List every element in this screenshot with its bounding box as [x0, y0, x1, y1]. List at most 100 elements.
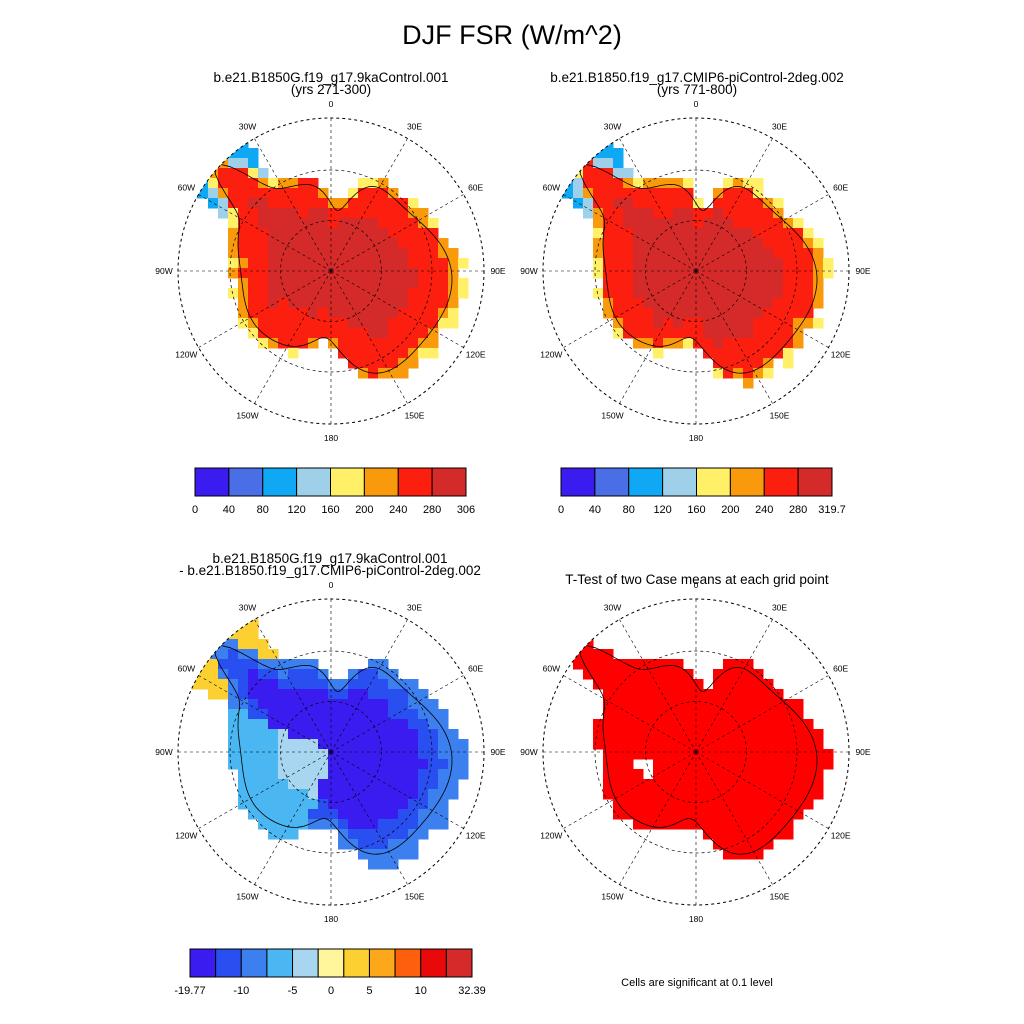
map-cell [733, 769, 744, 780]
map-cell [763, 679, 774, 690]
map-cell [258, 789, 269, 800]
map-cell [368, 238, 379, 249]
map-cell [693, 328, 704, 339]
map-cell [653, 799, 664, 810]
map-cell [703, 248, 714, 259]
map-cell [593, 158, 604, 169]
map-cell [408, 769, 419, 780]
map-cell [693, 729, 704, 740]
map-cell [823, 258, 834, 269]
map-cell [358, 208, 369, 219]
map-cell [733, 799, 744, 810]
map-cell [623, 709, 634, 720]
map-cell [813, 298, 824, 309]
map-cell [723, 308, 734, 319]
map-cell [308, 739, 319, 750]
map-cell [398, 248, 409, 259]
map-cell [713, 709, 724, 720]
map-cell [368, 659, 379, 670]
map-cell [663, 298, 674, 309]
map-cell [603, 298, 614, 309]
map-cell [693, 709, 704, 720]
lon-label: 150W [601, 892, 623, 902]
map-cell [218, 178, 229, 189]
map-cell [348, 338, 359, 349]
map-cell [268, 288, 279, 299]
map-cell [653, 719, 664, 730]
map-cell [258, 218, 269, 229]
map-cell [328, 789, 339, 800]
map-cell [408, 328, 419, 339]
map-cell [563, 168, 574, 179]
map-cell [378, 288, 389, 299]
map-cell [308, 709, 319, 720]
map-cell [378, 238, 389, 249]
meridian-line [254, 270, 332, 404]
meridian-line [619, 138, 697, 272]
map-cell [713, 198, 724, 209]
map-cell [218, 158, 229, 169]
map-cell [653, 679, 664, 690]
map-cell [733, 679, 744, 690]
map-cell [248, 789, 259, 800]
map-cell [753, 268, 764, 279]
map-cell [288, 298, 299, 309]
map-cell [573, 138, 584, 149]
colorbar-tick-label: 0 [558, 504, 564, 516]
map-cell [338, 348, 349, 359]
colorbar-swatch [368, 948, 396, 978]
map-cell [278, 198, 289, 209]
map-cell [428, 749, 439, 760]
map-cell [418, 759, 429, 770]
map-cell [178, 168, 189, 179]
map-cell [723, 709, 734, 720]
map-cell [613, 759, 624, 770]
map-cell [448, 258, 459, 269]
map-cell [378, 248, 389, 259]
map-cell [418, 819, 429, 830]
map-cell [318, 258, 329, 269]
map-cell [583, 138, 594, 149]
map-cell [238, 749, 249, 760]
map-cell [318, 198, 329, 209]
map-cell [743, 749, 754, 760]
map-cell [288, 769, 299, 780]
map-cell [338, 739, 349, 750]
map-cell [348, 829, 359, 840]
map-cell [803, 298, 814, 309]
map-cell [448, 769, 459, 780]
map-cell [418, 298, 429, 309]
map-cell [318, 188, 329, 199]
colorbar-tick-label: 80 [257, 504, 269, 516]
map-cell [583, 198, 594, 209]
map-cell [438, 729, 449, 740]
map-cell [653, 268, 664, 279]
colorbar-tick-label: 200 [355, 504, 373, 516]
map-cell [583, 118, 594, 129]
map-cell [228, 118, 239, 129]
meridian-line [619, 270, 697, 404]
lon-label: 90W [155, 747, 172, 757]
map-cell [428, 769, 439, 780]
lon-label: 30E [407, 121, 422, 131]
map-cell [368, 779, 379, 790]
map-cell [613, 749, 624, 760]
map-cell [418, 799, 429, 810]
map-cell [753, 218, 764, 229]
map-cell [438, 248, 449, 259]
map-cell [743, 328, 754, 339]
map-cell [288, 809, 299, 820]
map-cell [408, 278, 419, 289]
map-cell [268, 729, 279, 740]
map-cell [703, 789, 714, 800]
map-cell [288, 689, 299, 700]
map-cell [683, 809, 694, 820]
map-cell [793, 328, 804, 339]
map-cell [408, 729, 419, 740]
map-cell [773, 228, 784, 239]
map-cell [328, 719, 339, 730]
map-cell [713, 228, 724, 239]
map-cell [218, 128, 229, 139]
map-cell [753, 689, 764, 700]
map-cell [733, 709, 744, 720]
